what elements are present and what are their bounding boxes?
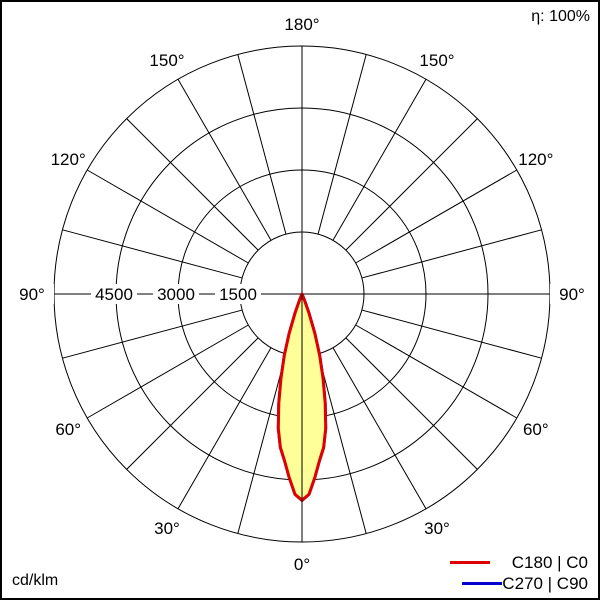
grid-spoke	[62, 309, 243, 359]
legend: C180 | C0 C270 | C90	[449, 552, 588, 594]
grid-spoke	[332, 347, 427, 510]
angle-label-bg	[550, 284, 594, 304]
grid-spoke	[332, 78, 427, 241]
grid-spoke	[317, 54, 367, 235]
angle-label: 0°	[294, 555, 310, 574]
grid-spoke	[126, 118, 259, 251]
grid-spoke	[177, 347, 272, 510]
grid-spoke	[126, 337, 259, 470]
angle-label: 150°	[149, 51, 184, 70]
ring-label-bg	[215, 284, 261, 304]
ring-label: 1500	[219, 285, 257, 304]
angle-label: 150°	[419, 51, 454, 70]
legend-label: C180 | C0	[511, 552, 588, 572]
grid-spoke	[62, 229, 243, 279]
grid-spoke	[177, 78, 272, 241]
angle-label: 60°	[55, 420, 81, 439]
ring-label-bg	[91, 284, 137, 304]
unit-label: cd/klm	[12, 572, 59, 589]
grid-spoke	[237, 54, 287, 235]
ring-label-bg	[153, 284, 199, 304]
angle-label: 30°	[154, 519, 180, 538]
grid-spoke	[345, 118, 478, 251]
grid-spoke	[355, 169, 518, 264]
grid-spoke	[345, 337, 478, 470]
efficiency-label: η: 100%	[531, 8, 590, 25]
legend-item: C180 | C0	[449, 552, 588, 573]
grid-spoke	[355, 324, 518, 419]
ring-label: 3000	[157, 285, 195, 304]
angle-label: 90°	[19, 285, 45, 304]
grid-spoke	[86, 169, 249, 264]
angle-label-bg	[10, 284, 54, 304]
legend-line-red	[449, 561, 490, 564]
grid-spoke	[237, 353, 287, 534]
angle-label: 120°	[518, 150, 553, 169]
grid-spoke	[317, 353, 367, 534]
grid-spoke	[86, 324, 249, 419]
angle-label: 180°	[284, 15, 319, 34]
angle-label: 30°	[424, 519, 450, 538]
grid-spoke	[361, 229, 542, 279]
angle-label: 120°	[51, 150, 86, 169]
angle-label: 60°	[523, 420, 549, 439]
legend-label: C270 | C90	[502, 573, 588, 593]
angle-label: 90°	[559, 285, 585, 304]
legend-item: C270 | C90	[450, 573, 588, 594]
ring-label: 4500	[95, 285, 133, 304]
grid-spoke	[361, 309, 542, 359]
legend-line-blue	[462, 582, 503, 585]
